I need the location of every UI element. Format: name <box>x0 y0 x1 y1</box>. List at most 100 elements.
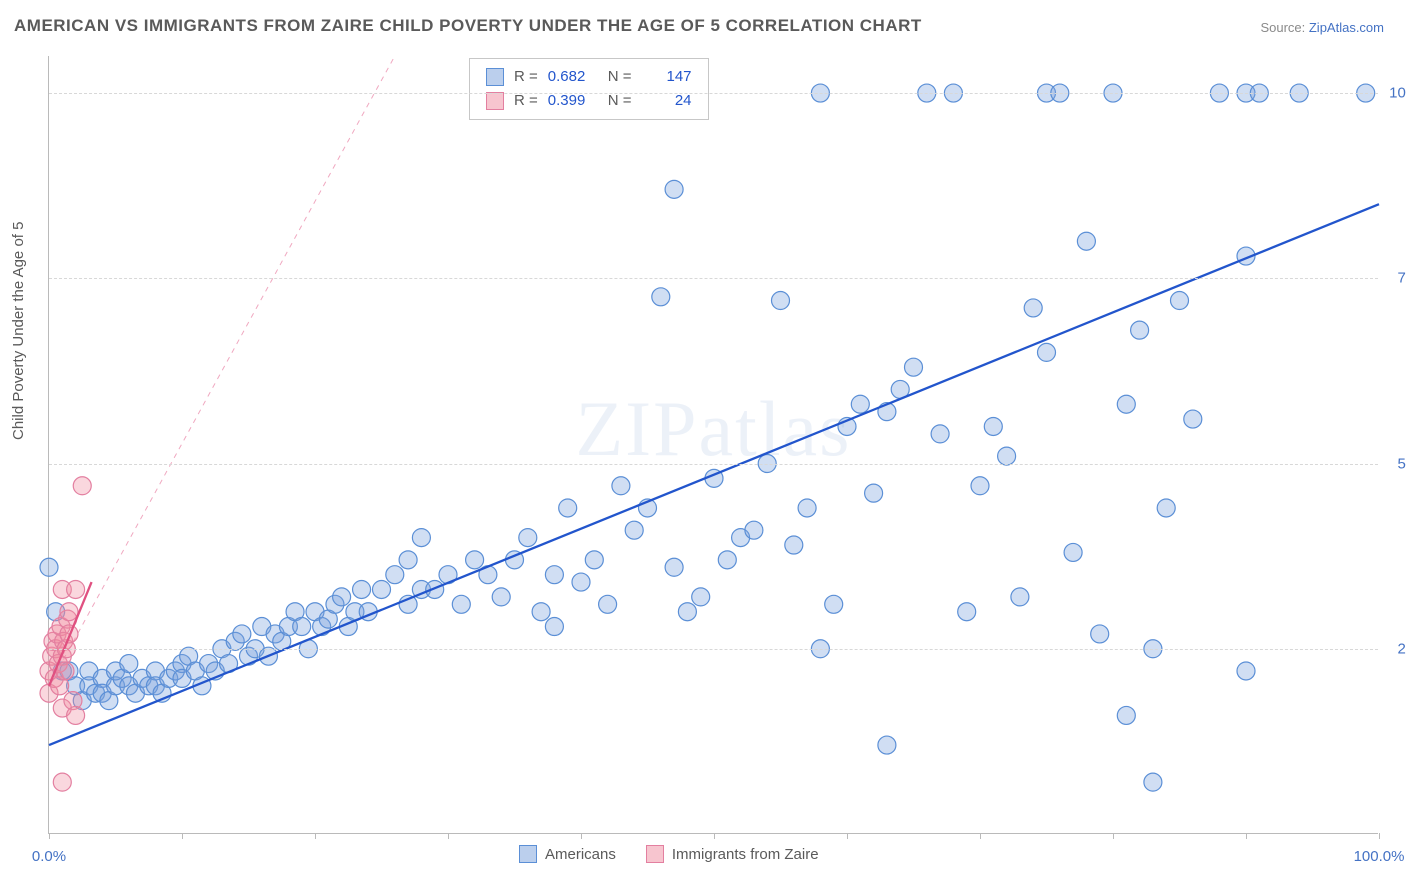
scatter-point <box>652 288 670 306</box>
scatter-point <box>426 580 444 598</box>
scatter-point <box>984 417 1002 435</box>
scatter-point <box>120 655 138 673</box>
legend-item: Americans <box>519 845 616 863</box>
scatter-point <box>1171 292 1189 310</box>
x-tick <box>581 833 582 839</box>
scatter-svg <box>49 56 1378 833</box>
scatter-point <box>466 551 484 569</box>
scatter-point <box>625 521 643 539</box>
scatter-point <box>665 180 683 198</box>
scatter-point <box>971 477 989 495</box>
scatter-point <box>1024 299 1042 317</box>
x-tick <box>49 833 50 839</box>
x-tick <box>315 833 316 839</box>
regression-line <box>49 204 1379 745</box>
scatter-point <box>40 558 58 576</box>
scatter-point <box>67 706 85 724</box>
scatter-point <box>293 618 311 636</box>
scatter-point <box>559 499 577 517</box>
scatter-point <box>1091 625 1109 643</box>
x-tick <box>448 833 449 839</box>
scatter-point <box>373 580 391 598</box>
scatter-point <box>1117 706 1135 724</box>
gridline <box>49 93 1378 94</box>
scatter-point <box>333 588 351 606</box>
scatter-point <box>998 447 1016 465</box>
scatter-point <box>545 566 563 584</box>
gridline <box>49 278 1378 279</box>
scatter-point <box>1144 773 1162 791</box>
legend-label: Americans <box>545 846 616 863</box>
scatter-point <box>585 551 603 569</box>
scatter-point <box>53 773 71 791</box>
scatter-point <box>572 573 590 591</box>
y-tick-label: 75.0% <box>1397 270 1406 287</box>
gridline <box>49 464 1378 465</box>
scatter-point <box>851 395 869 413</box>
scatter-point <box>1131 321 1149 339</box>
scatter-point <box>1038 343 1056 361</box>
y-tick-label: 25.0% <box>1397 640 1406 657</box>
scatter-point <box>233 625 251 643</box>
scatter-point <box>1157 499 1175 517</box>
legend-swatch <box>646 845 664 863</box>
scatter-point <box>545 618 563 636</box>
scatter-point <box>353 580 371 598</box>
scatter-point <box>665 558 683 576</box>
scatter-point <box>60 625 78 643</box>
scatter-point <box>678 603 696 621</box>
scatter-point <box>865 484 883 502</box>
scatter-point <box>1077 232 1095 250</box>
x-tick-label: 0.0% <box>32 848 66 865</box>
y-tick-label: 50.0% <box>1397 455 1406 472</box>
scatter-point <box>612 477 630 495</box>
scatter-point <box>60 603 78 621</box>
scatter-point <box>519 529 537 547</box>
scatter-point <box>798 499 816 517</box>
scatter-point <box>386 566 404 584</box>
x-tick-label: 100.0% <box>1354 848 1405 865</box>
source-attribution: Source: ZipAtlas.com <box>1260 20 1384 35</box>
scatter-point <box>958 603 976 621</box>
scatter-point <box>492 588 510 606</box>
scatter-point <box>452 595 470 613</box>
x-tick <box>182 833 183 839</box>
scatter-point <box>599 595 617 613</box>
scatter-point <box>1064 543 1082 561</box>
scatter-point <box>718 551 736 569</box>
scatter-point <box>931 425 949 443</box>
x-tick <box>980 833 981 839</box>
y-tick-label: 100.0% <box>1389 85 1406 102</box>
scatter-point <box>905 358 923 376</box>
source-link[interactable]: ZipAtlas.com <box>1309 20 1384 35</box>
x-tick <box>1113 833 1114 839</box>
source-prefix: Source: <box>1260 20 1308 35</box>
scatter-point <box>878 736 896 754</box>
x-tick <box>847 833 848 839</box>
gridline <box>49 649 1378 650</box>
scatter-point <box>399 551 417 569</box>
x-tick <box>714 833 715 839</box>
scatter-point <box>73 477 91 495</box>
x-tick <box>1379 833 1380 839</box>
series-legend: Americans Immigrants from Zaire <box>519 845 819 863</box>
scatter-point <box>67 580 85 598</box>
scatter-point <box>745 521 763 539</box>
scatter-point <box>412 529 430 547</box>
legend-label: Immigrants from Zaire <box>672 846 819 863</box>
scatter-point <box>825 595 843 613</box>
chart-title: AMERICAN VS IMMIGRANTS FROM ZAIRE CHILD … <box>14 16 922 36</box>
scatter-point <box>1117 395 1135 413</box>
legend-swatch <box>519 845 537 863</box>
scatter-point <box>1011 588 1029 606</box>
x-tick <box>1246 833 1247 839</box>
legend-item: Immigrants from Zaire <box>646 845 819 863</box>
y-axis-label: Child Poverty Under the Age of 5 <box>10 222 27 440</box>
scatter-point <box>1184 410 1202 428</box>
scatter-point <box>692 588 710 606</box>
scatter-point <box>785 536 803 554</box>
scatter-point <box>772 292 790 310</box>
scatter-point <box>532 603 550 621</box>
scatter-point <box>1237 662 1255 680</box>
chart-plot-area: ZIPatlas R =0.682N =147R =0.399N =24 Ame… <box>48 56 1378 834</box>
